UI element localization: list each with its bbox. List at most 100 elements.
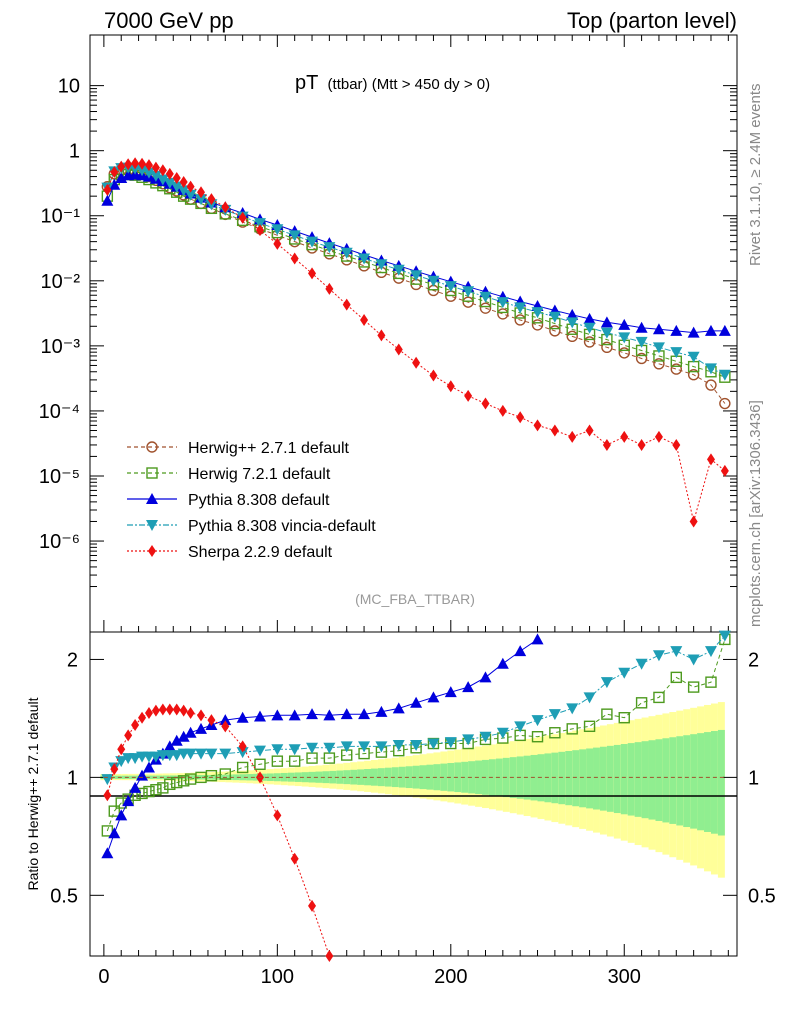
ratio-point — [635, 697, 648, 709]
ratio-point — [195, 748, 208, 760]
x-tick-label: 100 — [261, 966, 294, 988]
data-point — [670, 347, 683, 359]
ratio-point — [101, 774, 114, 786]
ratio-point — [108, 805, 120, 817]
y-tick-label: 10⁻⁶ — [39, 531, 80, 553]
data-point — [687, 326, 700, 338]
data-point — [170, 181, 183, 193]
data-point — [184, 189, 197, 201]
ratio-point — [184, 748, 197, 760]
data-point — [550, 424, 559, 437]
ratio-band-green — [565, 751, 573, 806]
ratio-point — [150, 784, 162, 796]
ratio-point — [271, 755, 284, 767]
ratio-point — [172, 703, 181, 716]
ratio-point — [124, 729, 133, 742]
ratio-point — [271, 744, 284, 756]
data-point — [306, 236, 319, 248]
ratio-point — [108, 827, 121, 839]
ratio-band-green — [676, 736, 684, 826]
legend-marker — [146, 520, 158, 531]
ratio-band-green — [197, 775, 205, 780]
ratio-band-green — [704, 732, 711, 832]
ratio-band-green — [114, 775, 122, 779]
ratio-point — [531, 731, 544, 743]
ratio-point — [718, 630, 731, 642]
ratio-point — [549, 727, 561, 739]
ratio-point — [122, 795, 135, 807]
ratio-point — [157, 782, 169, 794]
ratio-point — [158, 703, 167, 716]
data-point — [158, 164, 167, 177]
ratio-point — [462, 734, 475, 746]
ratio-point — [103, 789, 112, 802]
ratio-point — [184, 726, 197, 738]
ratio-point — [197, 709, 206, 722]
ratio-band-green — [225, 774, 233, 780]
legend-label: Pythia 8.308 vincia-default — [188, 518, 376, 535]
ratio-point — [236, 711, 249, 723]
ratio-point — [219, 748, 232, 760]
data-point — [672, 438, 681, 451]
y-tick-label: 10⁻¹ — [41, 206, 81, 228]
data-point — [600, 327, 613, 339]
data-point — [255, 224, 264, 237]
ratio-point — [253, 710, 266, 722]
ratio-point — [566, 723, 578, 735]
ratio-y-tick-label-left: 1 — [67, 767, 78, 789]
ratio-point — [479, 671, 492, 683]
data-point — [549, 325, 561, 337]
data-point — [108, 178, 121, 190]
ratio-band-green — [683, 735, 691, 828]
ratio-point — [138, 711, 147, 724]
ratio-y-tick-label-right: 2 — [748, 649, 759, 671]
data-point — [704, 324, 717, 336]
ratio-point — [129, 753, 142, 765]
ratio-point — [392, 739, 405, 751]
ratio-point — [163, 740, 176, 752]
y-tick-label: 10 — [58, 76, 80, 98]
ratio-band-green — [426, 764, 434, 790]
data-point — [117, 160, 126, 173]
data-point — [358, 253, 371, 265]
ratio-y-axis-label: Ratio to Herwig++ 2.7.1 default — [25, 697, 41, 890]
ratio-point — [165, 703, 174, 716]
main-y-tick-labels: 10 1 10⁻¹ 10⁻² 10⁻³ 10⁻⁴ 10⁻⁵ 10⁻⁶ — [39, 76, 81, 553]
data-point — [163, 177, 176, 189]
ratio-point — [151, 704, 160, 717]
ratio-point — [600, 677, 613, 689]
data-point — [635, 336, 648, 348]
data-point — [566, 308, 579, 320]
ratio-point — [117, 743, 126, 756]
data-point — [156, 174, 169, 186]
data-point — [375, 259, 388, 271]
ratio-point — [444, 737, 457, 749]
legend-marker — [146, 441, 158, 453]
data-point — [566, 330, 578, 343]
ratio-band-green — [662, 738, 670, 823]
data-point — [238, 211, 247, 224]
data-point — [131, 157, 140, 170]
data-point — [566, 317, 579, 329]
ratio-point — [444, 686, 457, 698]
ratio-point — [635, 658, 648, 670]
ratio-point — [531, 715, 544, 727]
ratio-series — [101, 630, 731, 962]
ratio-y-tick-label-right: 0.5 — [748, 885, 776, 907]
data-point — [481, 397, 490, 410]
ratio-point — [110, 763, 119, 776]
data-point — [704, 363, 717, 375]
data-point — [197, 186, 206, 199]
data-point — [548, 311, 561, 323]
data-point — [325, 282, 334, 295]
data-point — [514, 302, 527, 314]
ratio-point — [170, 750, 183, 762]
ratio-y-tick-label-left: 0.5 — [50, 885, 78, 907]
data-point — [618, 332, 631, 344]
data-point — [583, 336, 596, 348]
data-point — [429, 369, 438, 382]
ratio-band-green — [162, 775, 170, 780]
legend-marker — [146, 493, 158, 504]
ratio-point — [129, 781, 142, 793]
ratio-point — [253, 745, 266, 757]
